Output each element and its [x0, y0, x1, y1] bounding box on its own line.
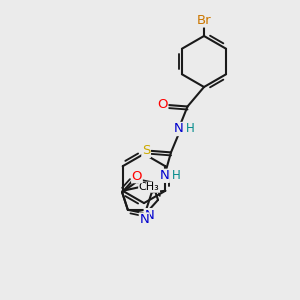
Text: N: N: [144, 208, 154, 222]
Text: H: H: [172, 169, 181, 182]
Text: N: N: [174, 122, 183, 136]
Text: O: O: [132, 169, 142, 183]
Text: Br: Br: [197, 14, 211, 27]
Text: S: S: [142, 144, 150, 158]
Text: N: N: [160, 169, 169, 182]
Text: H: H: [186, 122, 195, 136]
Text: CH₃: CH₃: [139, 182, 160, 192]
Text: N: N: [140, 213, 149, 226]
Text: O: O: [157, 98, 168, 112]
